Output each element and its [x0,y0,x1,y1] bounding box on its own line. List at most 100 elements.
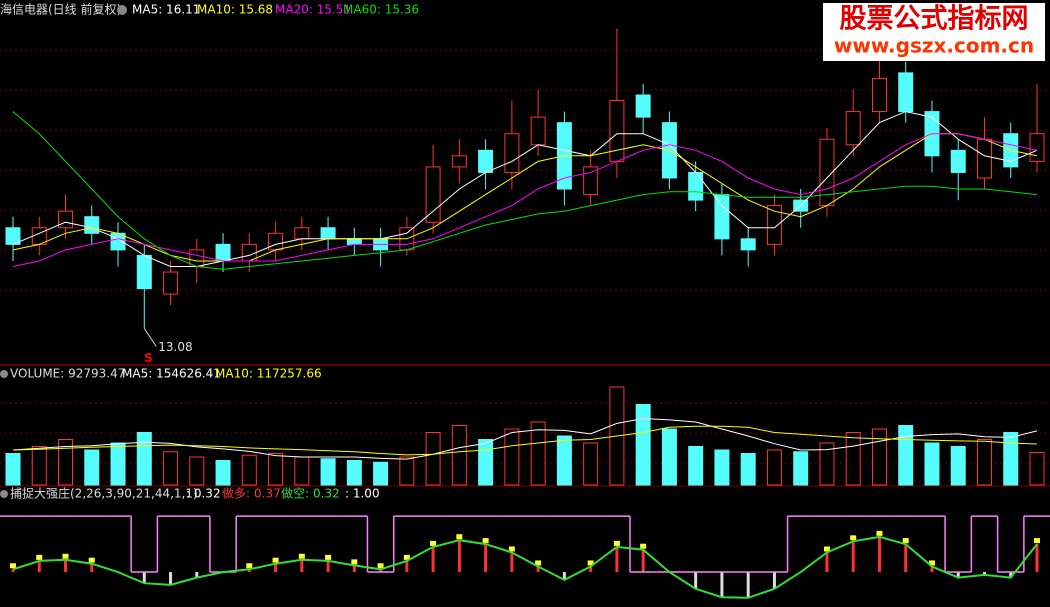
candle-body [635,94,651,118]
volume-bar [346,460,362,486]
indicator-bar [142,572,146,584]
indicator-cap [456,534,463,540]
indicator-bar [405,560,409,573]
indicator-bar [379,569,383,573]
indicator-bar [247,569,251,573]
indicator-bar [641,549,645,573]
indicator-cap [88,557,95,563]
indicator-bar [510,552,514,573]
indicator-cap [272,557,279,563]
indicator-bar [694,572,698,589]
volume-ma-legend: MA10: 117257.66 [215,367,322,381]
indicator-readout-label: : 1.00 [345,487,380,501]
volume-bar [976,439,992,486]
volume-bar [556,435,572,486]
volume-legend: VOLUME: 92793.47 [10,367,125,381]
volume-bar [740,453,756,486]
volume-bar [31,446,47,486]
indicator-bar [562,572,566,580]
indicator-bar [90,563,94,573]
ma-line [12,133,1038,262]
ma-legend: MA10: 15.68 [197,3,273,17]
indicator-cap [823,546,830,552]
candle-body [478,149,494,173]
volume-bar [898,425,914,486]
indicator-bar [930,566,934,573]
indicator-bar [274,563,278,573]
indicator-cap [640,543,647,549]
volume-bar [163,451,179,486]
volume-bar [373,461,389,486]
indicator-cap [10,563,16,569]
indicator-bar [352,565,356,573]
candle-body [294,227,310,240]
indicator-cap [850,535,857,541]
volume-bar [451,425,467,486]
settings-icon[interactable] [117,5,127,15]
indicator-readout-label: 做多: [222,486,250,501]
volume-bar [399,456,415,486]
volume-bar [530,421,546,486]
indicator-cap [482,538,489,544]
ma-legend: MA5: 16.11 [132,3,200,17]
candle-body [845,111,861,146]
indicator-bar [431,546,435,573]
candle-body [320,227,336,240]
panel-icon[interactable] [0,490,8,498]
candle-body [688,171,704,201]
indicator-bar [877,536,881,573]
ma-legend: MA20: 15.51 [275,3,351,17]
candle-body [215,243,231,262]
volume-bar [924,442,940,486]
volume-bar [635,404,651,486]
indicator-bar [589,566,593,573]
indicator-cap [298,553,305,559]
indicator-cap [246,563,253,569]
stock-title: 海信电器(日线 前复权) [0,2,121,17]
indicator-bar [11,569,15,573]
candle-body [609,100,625,162]
indicator-cap [325,554,332,560]
candle-body [714,194,730,240]
indicator-cap [902,538,909,544]
indicator-cap [876,530,883,536]
watermark-name: 股票公式指标网 [840,4,1029,35]
watermark-box [823,3,1045,61]
candle-body [346,238,362,245]
indicator-cap [403,554,410,560]
volume-bar [110,442,126,486]
candle-body [84,216,100,234]
indicator-bar [457,540,461,573]
indicator-bar [1009,572,1013,578]
indicator-bar [720,572,724,598]
panel-icon[interactable] [0,370,8,378]
indicator-readout-label: 做空: [281,486,309,501]
indicator-bar [746,572,750,598]
volume-ma-legend: MA5: 154626.41 [122,367,221,381]
volume-bar [819,442,835,486]
annotation-leader [143,328,157,347]
indicator-bar [536,566,540,573]
indicator-cap [430,540,437,546]
candle-body [976,138,992,179]
ma-legend: MA60: 15.36 [343,3,419,17]
candle-body [583,166,599,196]
volume-bar [793,451,809,486]
indicator-cap [377,563,384,569]
indicator-bar [195,572,199,578]
candle-body [1029,133,1045,162]
candle-body [163,271,179,295]
indicator-curve [12,535,1038,599]
volume-bar [268,453,284,486]
volume-bar [714,449,730,486]
signal-marker: S [144,351,153,365]
volume-bar [189,456,205,486]
ma-line [12,111,1038,267]
indicator-bar [326,560,330,573]
volume-bar [661,428,677,486]
indicator-bar [772,572,776,589]
indicator-title: 捕捉大强庄(2,26,3,90,21,44,1,1) [10,486,198,501]
volume-bar [950,446,966,486]
